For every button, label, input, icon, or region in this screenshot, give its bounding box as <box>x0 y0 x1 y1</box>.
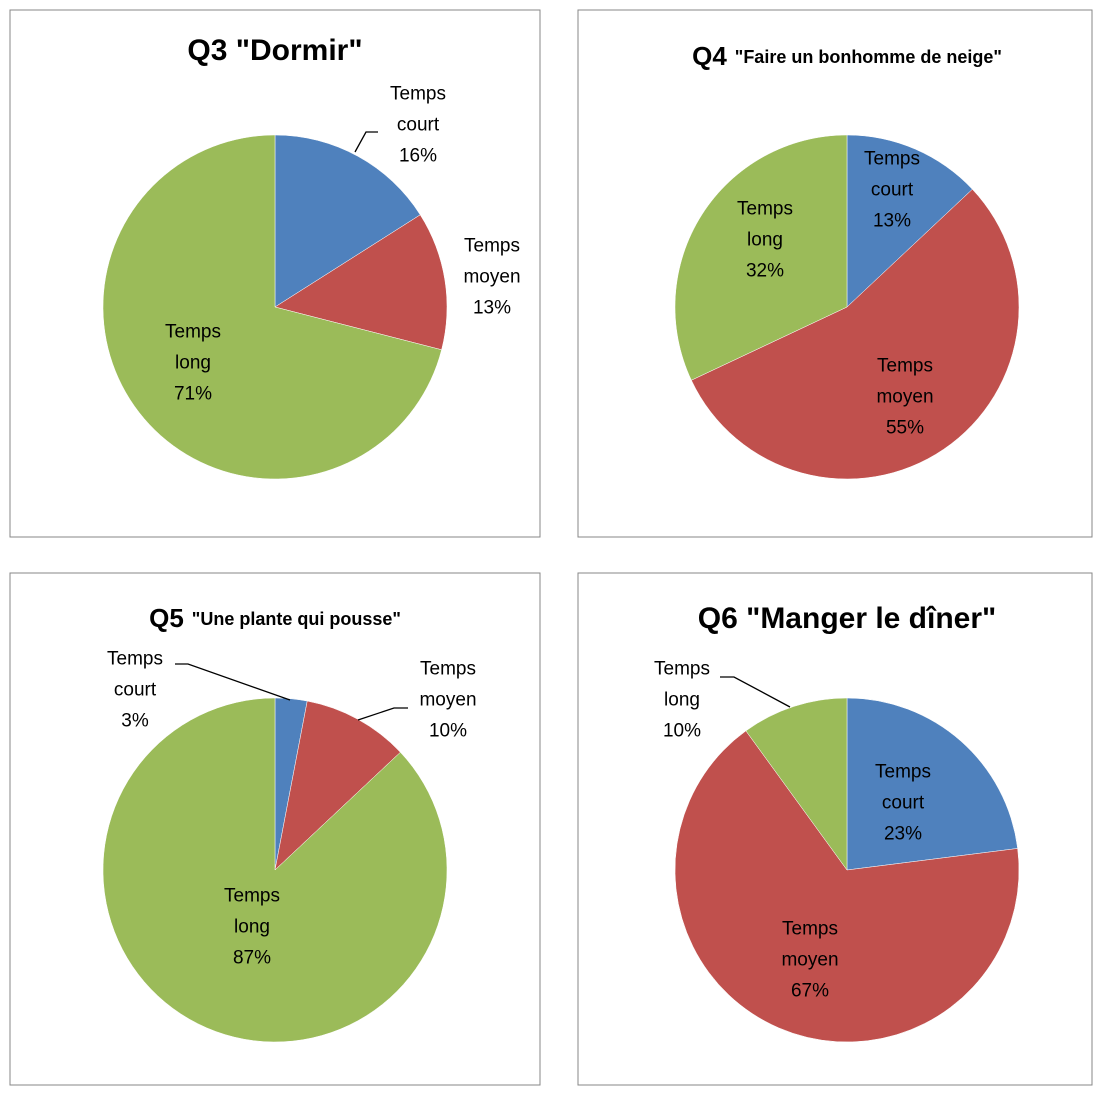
label-category: Temps long <box>737 198 793 251</box>
label-value: 55% <box>885 417 925 439</box>
data-label: Temps long 10% <box>644 654 720 747</box>
pie-slice <box>691 188 1020 480</box>
chart-title: Q4 "Faire un bonhomme de neige" <box>692 41 1002 71</box>
label-category: Temps moyen <box>781 918 839 971</box>
pie-slice <box>846 697 1018 871</box>
label-category: Temps moyen <box>876 355 934 408</box>
pie-slice <box>274 700 401 871</box>
leader-line <box>354 131 378 153</box>
label-value: 3% <box>121 710 149 732</box>
label-value: 71% <box>173 383 213 405</box>
label-value: 16% <box>398 145 438 167</box>
leader-line <box>720 676 791 708</box>
label-value: 13% <box>472 297 512 319</box>
label-value: 67% <box>790 980 830 1002</box>
label-category: Temps court <box>390 83 446 136</box>
data-label: Temps court 13% <box>854 144 930 237</box>
label-category: Temps court <box>107 648 163 701</box>
data-label: Temps moyen 67% <box>772 914 848 1007</box>
label-value: 10% <box>428 720 468 742</box>
leader-line <box>175 663 291 701</box>
data-label: Temps moyen 10% <box>410 654 486 747</box>
label-category: Temps long <box>654 658 710 711</box>
label-category: Temps long <box>165 321 221 374</box>
title-main: Q6 "Manger le dîner" <box>698 602 997 635</box>
pie-slice <box>274 214 448 351</box>
label-category: Temps court <box>864 148 920 201</box>
data-label: Temps moyen 55% <box>867 351 943 444</box>
title-main: Q3 "Dormir" <box>187 34 362 67</box>
label-category: Temps moyen <box>419 658 477 711</box>
pie-slice <box>674 134 848 381</box>
title-sub: "Une plante qui pousse" <box>192 609 401 629</box>
label-category: Temps court <box>875 761 931 814</box>
pie-slice <box>274 134 421 308</box>
label-value: 13% <box>872 210 912 232</box>
pie-slice <box>745 697 848 871</box>
pie-slice <box>846 134 973 308</box>
data-label: Temps court 16% <box>380 79 456 172</box>
pie-slice <box>674 730 1020 1043</box>
data-label: Temps long 87% <box>214 881 290 974</box>
label-value: 10% <box>662 720 702 742</box>
data-label: Temps long 71% <box>155 317 231 410</box>
chart-title: Q5 "Une plante qui pousse" <box>149 603 401 633</box>
pie-slice <box>102 697 448 1043</box>
leader-line <box>357 707 408 721</box>
title-main: Q5 <box>149 603 184 633</box>
chart-title: Q6 "Manger le dîner" <box>698 602 997 635</box>
chart-title: Q3 "Dormir" <box>187 34 362 67</box>
data-label: Temps court 3% <box>97 644 173 737</box>
data-label: Temps moyen 13% <box>454 231 530 324</box>
title-main: Q4 <box>692 41 727 71</box>
data-label: Temps long 32% <box>727 194 803 287</box>
label-category: Temps moyen <box>463 235 521 288</box>
label-value: 23% <box>883 823 923 845</box>
title-sub: "Faire un bonhomme de neige" <box>735 47 1002 67</box>
pie-slice <box>102 134 442 480</box>
label-value: 87% <box>232 947 272 969</box>
label-category: Temps long <box>224 885 280 938</box>
label-value: 32% <box>745 260 785 282</box>
data-label: Temps court 23% <box>865 757 941 850</box>
